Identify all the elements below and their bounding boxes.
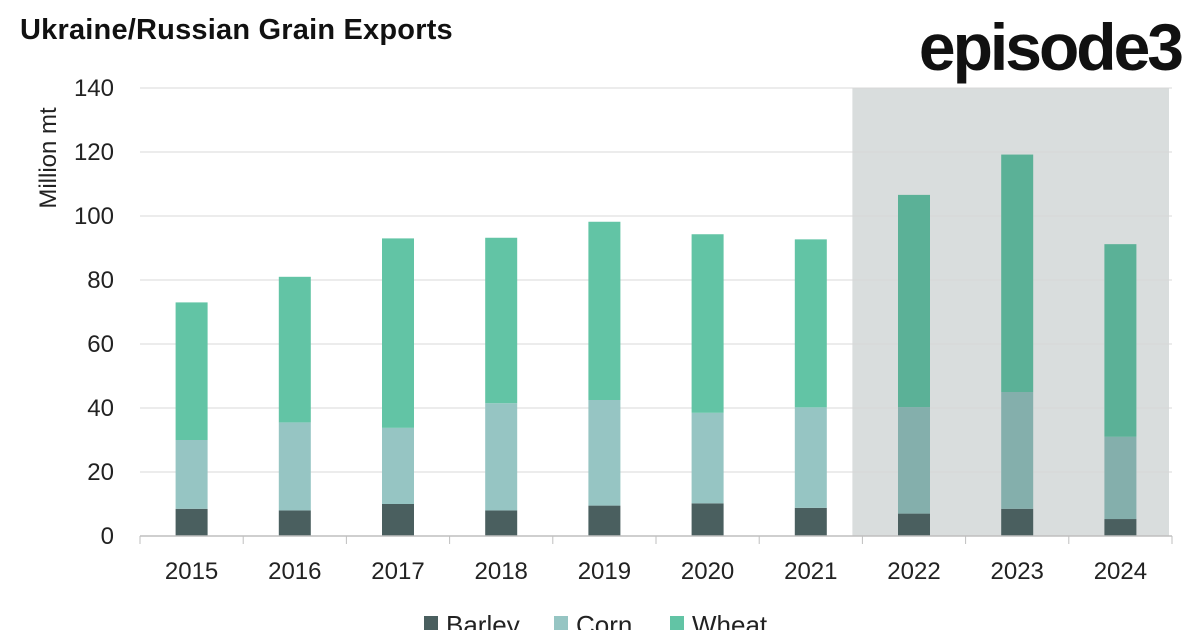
- bar-corn-2022: [898, 407, 930, 514]
- legend: Barley Corn Wheat: [424, 610, 768, 630]
- bar-wheat-2024: [1104, 244, 1137, 437]
- bar-wheat-2016: [278, 276, 311, 423]
- bar-barley-2021: [794, 507, 827, 536]
- bar-corn-2018: [485, 403, 518, 511]
- bar-barley-2016: [278, 510, 311, 536]
- chart-title: Ukraine/Russian Grain Exports: [20, 14, 453, 46]
- bar-wheat-2020: [691, 234, 724, 413]
- bar-barley-2019: [588, 505, 621, 536]
- bar-wheat-2022: [898, 194, 930, 408]
- x-tick-label: 2015: [165, 558, 218, 585]
- x-tick-label: 2022: [887, 558, 940, 585]
- bar-wheat-2021: [794, 239, 827, 408]
- bar-wheat-2018: [485, 237, 518, 404]
- bar-corn-2017: [382, 427, 414, 504]
- legend-swatch-wheat: [670, 616, 684, 630]
- bar-corn-2016: [278, 422, 311, 511]
- bar-barley-2015: [175, 508, 208, 536]
- bar-corn-2020: [691, 412, 724, 504]
- x-tick-label: 2024: [1094, 558, 1147, 585]
- legend-swatch-corn: [554, 616, 568, 630]
- y-tick-label: 140: [74, 75, 114, 102]
- legend-label-wheat: Wheat: [692, 610, 768, 630]
- bar-corn-2024: [1104, 436, 1137, 520]
- axes: 0 20 40 60 80 100 120 140 2015 2016 2017 2018 2019 20…: [74, 75, 1173, 585]
- bar-barley-2022: [898, 513, 930, 536]
- x-tick-label: 2018: [475, 558, 528, 585]
- bar-wheat-2017: [382, 238, 414, 428]
- bar-barley-2020: [691, 503, 724, 536]
- x-tick-label: 2019: [578, 558, 631, 585]
- bar-corn-2021: [794, 407, 827, 508]
- y-tick-label: 100: [74, 203, 114, 230]
- bar-corn-2023: [1001, 392, 1034, 509]
- y-tick-label: 0: [101, 523, 114, 550]
- bar-corn-2015: [175, 440, 208, 509]
- x-tick-label: 2016: [268, 558, 321, 585]
- y-tick-label: 40: [87, 395, 114, 422]
- legend-swatch-barley: [424, 616, 438, 630]
- x-tick-label: 2021: [784, 558, 837, 585]
- bar-wheat-2019: [588, 221, 621, 400]
- y-axis-label: Million mt: [35, 107, 62, 209]
- legend-label-barley: Barley: [446, 610, 520, 630]
- y-tick-label: 120: [74, 139, 114, 166]
- x-tick-label: 2017: [371, 558, 424, 585]
- y-tick-label: 20: [87, 459, 114, 486]
- bar-wheat-2015: [175, 302, 208, 440]
- bar-wheat-2023: [1001, 154, 1034, 392]
- x-tick-label: 2023: [991, 558, 1044, 585]
- x-tick-label: 2020: [681, 558, 734, 585]
- bar-barley-2018: [485, 510, 518, 536]
- y-tick-label: 60: [87, 331, 114, 358]
- bar-barley-2024: [1104, 519, 1137, 536]
- bar-barley-2017: [382, 504, 414, 536]
- bar-corn-2019: [588, 400, 621, 506]
- legend-label-corn: Corn: [576, 610, 632, 630]
- y-tick-label: 80: [87, 267, 114, 294]
- brand-logo: episode3: [918, 10, 1184, 84]
- bar-barley-2023: [1001, 508, 1034, 536]
- bars: [175, 154, 1137, 536]
